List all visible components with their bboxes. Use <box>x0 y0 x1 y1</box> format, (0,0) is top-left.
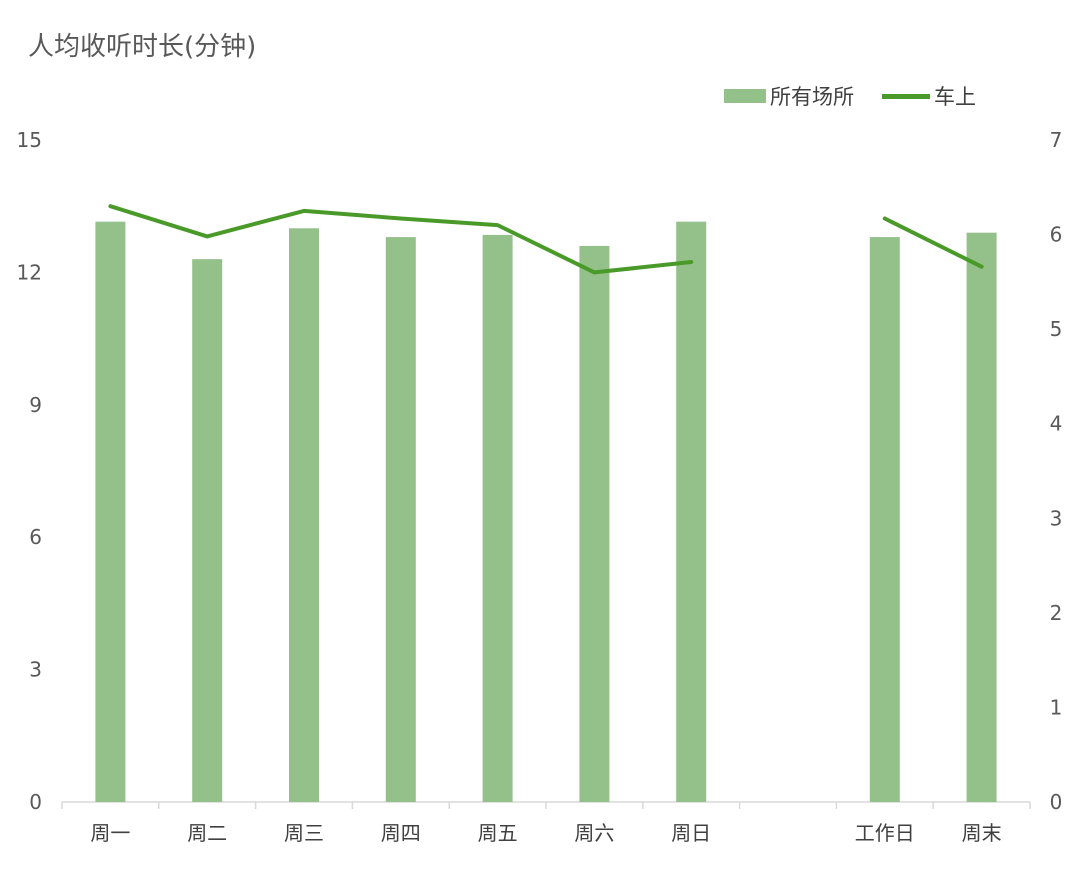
y-left-tick-label: 6 <box>29 525 42 549</box>
x-tick-label: 周三 <box>284 821 324 845</box>
x-tick-label: 工作日 <box>855 821 915 845</box>
line-point <box>303 210 305 212</box>
y-right-tick-label: 3 <box>1050 506 1063 530</box>
bar <box>385 237 416 803</box>
y-left-tick-label: 9 <box>29 393 42 417</box>
legend: 所有场所 车上 <box>724 82 1004 110</box>
x-tick-label: 周四 <box>381 821 421 845</box>
y-right-tick-label: 2 <box>1050 601 1063 625</box>
bar <box>869 237 900 803</box>
x-tick-label: 周一 <box>90 821 130 845</box>
y-right-tick-label: 1 <box>1050 695 1063 719</box>
legend-swatch-line <box>882 93 930 99</box>
bar <box>579 245 610 803</box>
y-right-tick-label: 5 <box>1050 317 1063 341</box>
bar <box>95 221 126 802</box>
y-right-tick-label: 7 <box>1050 128 1063 152</box>
line-point <box>206 235 208 237</box>
legend-item-line: 车上 <box>882 81 976 111</box>
legend-label-bar: 所有场所 <box>770 85 854 109</box>
line-point <box>981 266 983 268</box>
line-point <box>109 205 111 207</box>
line-point <box>497 224 499 226</box>
line-series <box>882 216 984 269</box>
line-point <box>884 217 886 219</box>
x-tick-label: 周五 <box>478 821 518 845</box>
bar <box>676 221 707 802</box>
line-point <box>400 217 402 219</box>
bar <box>289 228 319 802</box>
legend-label-line: 车上 <box>934 85 976 109</box>
bar <box>966 232 997 802</box>
y-right-tick-label: 6 <box>1050 223 1063 247</box>
y-left-tick-label: 12 <box>17 260 42 284</box>
y-left-tick-label: 15 <box>17 128 42 152</box>
line-point <box>593 271 595 273</box>
y-right-tick-label: 0 <box>1050 790 1063 814</box>
y-left-tick-label: 0 <box>29 790 42 814</box>
bar <box>482 234 513 803</box>
line-point <box>690 261 692 263</box>
legend-swatch-bar <box>724 89 766 103</box>
bar <box>192 259 223 802</box>
x-tick-label: 周二 <box>187 821 227 845</box>
x-tick-label: 周六 <box>574 821 614 845</box>
x-tick-label: 周末 <box>962 821 1002 845</box>
x-tick-label: 周日 <box>671 821 711 845</box>
y-left-tick-label: 3 <box>29 658 42 682</box>
legend-item-bar: 所有场所 <box>724 81 854 111</box>
y-right-tick-label: 4 <box>1050 412 1063 436</box>
chart-title: 人均收听时长(分钟) <box>28 32 257 62</box>
